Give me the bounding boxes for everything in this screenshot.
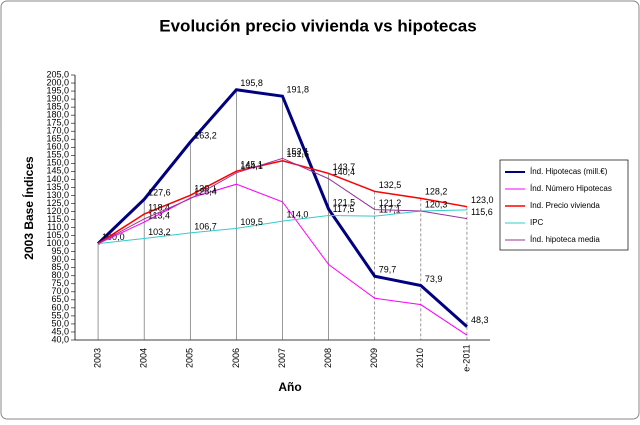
y-tick-label: 175,0 xyxy=(46,118,69,128)
data-label: 121,2 xyxy=(379,198,402,208)
y-tick-label: 100,0 xyxy=(46,238,69,248)
data-label: 128,2 xyxy=(425,187,448,197)
x-tick-label: 2010 xyxy=(415,348,425,368)
chart-title: Evolución precio vivienda vs hipotecas xyxy=(159,16,476,35)
data-label: 79,7 xyxy=(379,265,397,275)
y-tick-label: 65,0 xyxy=(51,294,69,304)
y-tick-label: 90,0 xyxy=(51,254,69,264)
x-tick-label: 2005 xyxy=(185,348,195,368)
y-tick-label: 60,0 xyxy=(51,302,69,312)
y-tick-label: 180,0 xyxy=(46,110,69,120)
y-tick-label: 95,0 xyxy=(51,246,69,256)
legend-box xyxy=(499,159,629,251)
series-line xyxy=(98,209,467,245)
data-label: 123,0 xyxy=(471,195,494,205)
y-tick-label: 125,0 xyxy=(46,198,69,208)
data-label: 144,1 xyxy=(240,161,263,171)
data-label: 163,2 xyxy=(194,131,217,141)
data-label: 132,5 xyxy=(379,180,402,190)
x-tick-label: 2008 xyxy=(323,348,333,368)
data-label: 118,4 xyxy=(148,202,170,212)
data-label: 115,6 xyxy=(471,207,493,217)
y-tick-label: 115,0 xyxy=(47,214,69,224)
x-tick-label: e-2011 xyxy=(461,344,471,371)
y-tick-label: 50,0 xyxy=(51,318,69,328)
x-axis-title: Año xyxy=(278,380,301,394)
y-tick-label: 40,0 xyxy=(51,334,69,344)
data-label: 191,8 xyxy=(287,85,310,95)
x-tick-label: 2006 xyxy=(231,348,241,368)
y-tick-label: 185,0 xyxy=(46,101,69,111)
y-tick-label: 155,0 xyxy=(46,150,69,160)
y-axis-title: 2003 Base Índices xyxy=(21,156,36,260)
data-label: 195,8 xyxy=(240,78,263,88)
y-tick-label: 205,0 xyxy=(46,69,69,79)
y-tick-label: 160,0 xyxy=(46,142,69,152)
x-tick-label: 2004 xyxy=(139,348,149,368)
data-label: 130,1 xyxy=(194,184,217,194)
data-label: 128,4 xyxy=(194,186,217,196)
data-label: 153,1 xyxy=(287,147,310,157)
data-label: 121,5 xyxy=(333,197,356,207)
data-label: 127,6 xyxy=(148,188,171,198)
y-tick-label: 135,0 xyxy=(46,182,69,192)
series-line xyxy=(97,183,468,336)
series-line xyxy=(97,159,468,245)
y-tick-label: 145,0 xyxy=(46,166,69,176)
x-tick-label: 2003 xyxy=(92,348,102,368)
y-tick-label: 140,0 xyxy=(46,174,69,184)
data-label: 106,7 xyxy=(194,221,217,231)
data-label: 117,1 xyxy=(379,205,401,215)
y-tick-label: 80,0 xyxy=(51,270,69,280)
y-tick-label: 85,0 xyxy=(51,262,69,272)
y-tick-label: 105,0 xyxy=(46,230,69,240)
x-tick-label: 2007 xyxy=(277,348,287,368)
y-tick-label: 70,0 xyxy=(51,286,69,296)
series-line xyxy=(97,157,468,245)
y-tick-label: 200,0 xyxy=(46,77,69,87)
data-label: 117,5 xyxy=(333,204,355,214)
legend-label: IPC xyxy=(530,218,544,227)
y-tick-label: 190,0 xyxy=(46,93,69,103)
data-label: 113,4 xyxy=(148,210,170,220)
legend-label: Ind. Precio vivienda xyxy=(530,201,600,210)
y-tick-label: 120,0 xyxy=(46,206,69,216)
data-label: 140,4 xyxy=(333,167,356,177)
y-tick-label: 130,0 xyxy=(46,190,69,200)
x-tick-label: 2009 xyxy=(369,348,379,368)
data-label: 114,0 xyxy=(287,210,309,220)
legend-label: Índ. Número Hipotecas xyxy=(530,184,612,193)
y-tick-label: 150,0 xyxy=(46,158,69,168)
data-label: 109,5 xyxy=(240,217,263,227)
data-label: 73,9 xyxy=(425,274,443,284)
y-tick-label: 165,0 xyxy=(46,134,69,144)
y-tick-label: 195,0 xyxy=(46,85,69,95)
y-tick-label: 75,0 xyxy=(51,278,69,288)
legend-label: Índ. Hipotecas (mill.€) xyxy=(530,167,608,176)
data-label: 145,1 xyxy=(240,160,263,170)
legend-label: Índ. hipoteca media xyxy=(530,235,600,244)
data-label: 143,7 xyxy=(333,162,356,172)
y-tick-label: 55,0 xyxy=(51,310,69,320)
series-line xyxy=(97,88,468,328)
data-label: 120,3 xyxy=(425,199,448,209)
data-label: 48,3 xyxy=(471,315,489,325)
data-label: 103,2 xyxy=(148,227,171,237)
y-tick-label: 110,0 xyxy=(47,222,69,232)
data-label: 151,6 xyxy=(287,149,310,159)
y-tick-label: 45,0 xyxy=(51,326,69,336)
y-tick-label: 170,0 xyxy=(46,126,69,136)
